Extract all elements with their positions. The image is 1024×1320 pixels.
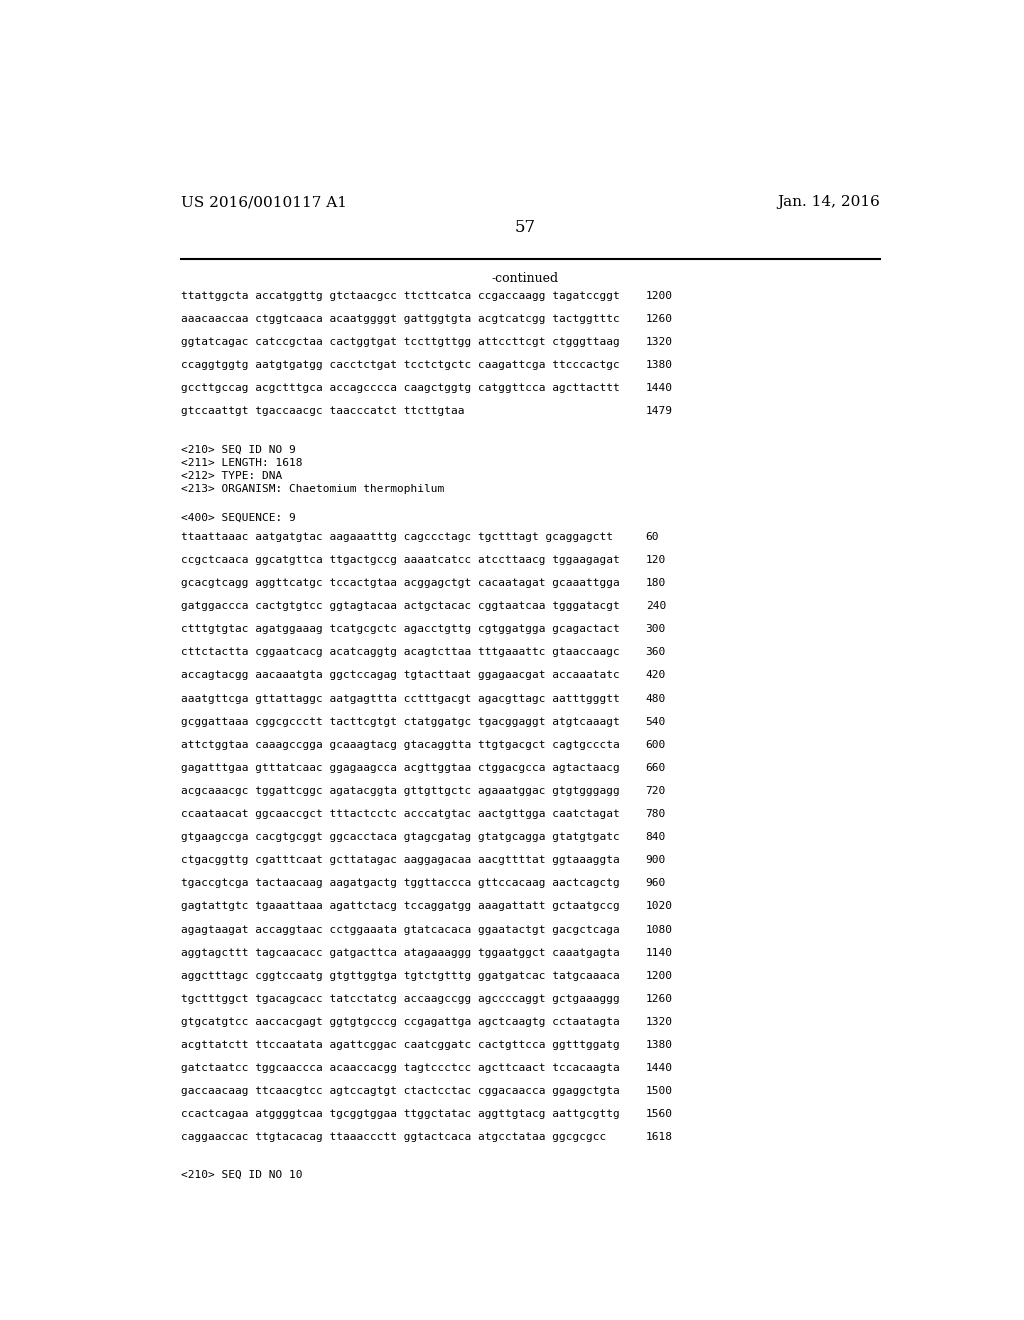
Text: -continued: -continued [492,272,558,285]
Text: 720: 720 [646,785,666,796]
Text: 600: 600 [646,739,666,750]
Text: 420: 420 [646,671,666,680]
Text: 1380: 1380 [646,360,673,370]
Text: gaccaacaag ttcaacgtcc agtccagtgt ctactcctac cggacaacca ggaggctgta: gaccaacaag ttcaacgtcc agtccagtgt ctactcc… [180,1086,620,1096]
Text: acgttatctt ttccaatata agattcggac caatcggatc cactgttcca ggtttggatg: acgttatctt ttccaatata agattcggac caatcgg… [180,1040,620,1049]
Text: US 2016/0010117 A1: US 2016/0010117 A1 [180,195,347,209]
Text: 120: 120 [646,554,666,565]
Text: attctggtaa caaagccgga gcaaagtacg gtacaggtta ttgtgacgct cagtgcccta: attctggtaa caaagccgga gcaaagtacg gtacagg… [180,739,620,750]
Text: gatggaccca cactgtgtcc ggtagtacaa actgctacac cggtaatcaa tgggatacgt: gatggaccca cactgtgtcc ggtagtacaa actgcta… [180,601,620,611]
Text: ttaattaaac aatgatgtac aagaaatttg cagccctagc tgctttagt gcaggagctt: ttaattaaac aatgatgtac aagaaatttg cagccct… [180,532,612,541]
Text: caggaaccac ttgtacacag ttaaaccctt ggtactcaca atgcctataa ggcgcgcc: caggaaccac ttgtacacag ttaaaccctt ggtactc… [180,1133,606,1142]
Text: 660: 660 [646,763,666,772]
Text: gtgcatgtcc aaccacgagt ggtgtgcccg ccgagattga agctcaagtg cctaatagta: gtgcatgtcc aaccacgagt ggtgtgcccg ccgagat… [180,1016,620,1027]
Text: ctttgtgtac agatggaaag tcatgcgctc agacctgttg cgtggatgga gcagactact: ctttgtgtac agatggaaag tcatgcgctc agacctg… [180,624,620,634]
Text: <211> LENGTH: 1618: <211> LENGTH: 1618 [180,458,302,467]
Text: 1479: 1479 [646,407,673,416]
Text: 540: 540 [646,717,666,726]
Text: ccgctcaaca ggcatgttca ttgactgccg aaaatcatcc atccttaacg tggaagagat: ccgctcaaca ggcatgttca ttgactgccg aaaatca… [180,554,620,565]
Text: 1260: 1260 [646,994,673,1003]
Text: tgctttggct tgacagcacc tatcctatcg accaagccgg agccccaggt gctgaaaggg: tgctttggct tgacagcacc tatcctatcg accaagc… [180,994,620,1003]
Text: aggtagcttt tagcaacacc gatgacttca atagaaaggg tggaatggct caaatgagta: aggtagcttt tagcaacacc gatgacttca atagaaa… [180,948,620,957]
Text: 480: 480 [646,693,666,704]
Text: Jan. 14, 2016: Jan. 14, 2016 [777,195,880,209]
Text: gccttgccag acgctttgca accagcccca caagctggtg catggttcca agcttacttt: gccttgccag acgctttgca accagcccca caagctg… [180,383,620,393]
Text: 1320: 1320 [646,337,673,347]
Text: accagtacgg aacaaatgta ggctccagag tgtacttaat ggagaacgat accaaatatc: accagtacgg aacaaatgta ggctccagag tgtactt… [180,671,620,680]
Text: <210> SEQ ID NO 9: <210> SEQ ID NO 9 [180,445,296,455]
Text: gagtattgtc tgaaattaaa agattctacg tccaggatgg aaagattatt gctaatgccg: gagtattgtc tgaaattaaa agattctacg tccagga… [180,902,620,911]
Text: aaacaaccaa ctggtcaaca acaatggggt gattggtgta acgtcatcgg tactggtttc: aaacaaccaa ctggtcaaca acaatggggt gattggt… [180,314,620,323]
Text: gcggattaaa cggcgccctt tacttcgtgt ctatggatgc tgacggaggt atgtcaaagt: gcggattaaa cggcgccctt tacttcgtgt ctatgga… [180,717,620,726]
Text: ccactcagaa atggggtcaa tgcggtggaa ttggctatac aggttgtacg aattgcgttg: ccactcagaa atggggtcaa tgcggtggaa ttggcta… [180,1109,620,1119]
Text: 840: 840 [646,832,666,842]
Text: 960: 960 [646,878,666,888]
Text: acgcaaacgc tggattcggc agatacggta gttgttgctc agaaatggac gtgtgggagg: acgcaaacgc tggattcggc agatacggta gttgttg… [180,785,620,796]
Text: gtccaattgt tgaccaacgc taacccatct ttcttgtaa: gtccaattgt tgaccaacgc taacccatct ttcttgt… [180,407,464,416]
Text: 1080: 1080 [646,924,673,935]
Text: 1560: 1560 [646,1109,673,1119]
Text: <212> TYPE: DNA: <212> TYPE: DNA [180,471,282,480]
Text: gtgaagccga cacgtgcggt ggcacctaca gtagcgatag gtatgcagga gtatgtgatc: gtgaagccga cacgtgcggt ggcacctaca gtagcga… [180,832,620,842]
Text: ttattggcta accatggttg gtctaacgcc ttcttcatca ccgaccaagg tagatccggt: ttattggcta accatggttg gtctaacgcc ttcttca… [180,290,620,301]
Text: 780: 780 [646,809,666,818]
Text: 240: 240 [646,601,666,611]
Text: 1440: 1440 [646,1063,673,1073]
Text: tgaccgtcga tactaacaag aagatgactg tggttaccca gttccacaag aactcagctg: tgaccgtcga tactaacaag aagatgactg tggttac… [180,878,620,888]
Text: 1440: 1440 [646,383,673,393]
Text: 57: 57 [514,219,536,235]
Text: 360: 360 [646,647,666,657]
Text: 1020: 1020 [646,902,673,911]
Text: ctgacggttg cgatttcaat gcttatagac aaggagacaa aacgttttat ggtaaaggta: ctgacggttg cgatttcaat gcttatagac aaggaga… [180,855,620,865]
Text: <210> SEQ ID NO 10: <210> SEQ ID NO 10 [180,1170,302,1179]
Text: agagtaagat accaggtaac cctggaaata gtatcacaca ggaatactgt gacgctcaga: agagtaagat accaggtaac cctggaaata gtatcac… [180,924,620,935]
Text: 180: 180 [646,578,666,587]
Text: <213> ORGANISM: Chaetomium thermophilum: <213> ORGANISM: Chaetomium thermophilum [180,484,444,494]
Text: <400> SEQUENCE: 9: <400> SEQUENCE: 9 [180,512,296,523]
Text: ggtatcagac catccgctaa cactggtgat tccttgttgg attccttcgt ctgggttaag: ggtatcagac catccgctaa cactggtgat tccttgt… [180,337,620,347]
Text: 900: 900 [646,855,666,865]
Text: 1380: 1380 [646,1040,673,1049]
Text: 300: 300 [646,624,666,634]
Text: 1320: 1320 [646,1016,673,1027]
Text: cttctactta cggaatcacg acatcaggtg acagtcttaa tttgaaattc gtaaccaagc: cttctactta cggaatcacg acatcaggtg acagtct… [180,647,620,657]
Text: gagatttgaa gtttatcaac ggagaagcca acgttggtaa ctggacgcca agtactaacg: gagatttgaa gtttatcaac ggagaagcca acgttgg… [180,763,620,772]
Text: aggctttagc cggtccaatg gtgttggtga tgtctgtttg ggatgatcac tatgcaaaca: aggctttagc cggtccaatg gtgttggtga tgtctgt… [180,970,620,981]
Text: 1260: 1260 [646,314,673,323]
Text: 60: 60 [646,532,659,541]
Text: ccaggtggtg aatgtgatgg cacctctgat tcctctgctc caagattcga ttcccactgc: ccaggtggtg aatgtgatgg cacctctgat tcctctg… [180,360,620,370]
Text: 1200: 1200 [646,290,673,301]
Text: 1618: 1618 [646,1133,673,1142]
Text: aaatgttcga gttattaggc aatgagttta cctttgacgt agacgttagc aatttgggtt: aaatgttcga gttattaggc aatgagttta cctttga… [180,693,620,704]
Text: ccaataacat ggcaaccgct tttactcctc acccatgtac aactgttgga caatctagat: ccaataacat ggcaaccgct tttactcctc acccatg… [180,809,620,818]
Text: 1140: 1140 [646,948,673,957]
Text: gatctaatcc tggcaaccca acaaccacgg tagtccctcc agcttcaact tccacaagta: gatctaatcc tggcaaccca acaaccacgg tagtccc… [180,1063,620,1073]
Text: 1200: 1200 [646,970,673,981]
Text: 1500: 1500 [646,1086,673,1096]
Text: gcacgtcagg aggttcatgc tccactgtaa acggagctgt cacaatagat gcaaattgga: gcacgtcagg aggttcatgc tccactgtaa acggagc… [180,578,620,587]
